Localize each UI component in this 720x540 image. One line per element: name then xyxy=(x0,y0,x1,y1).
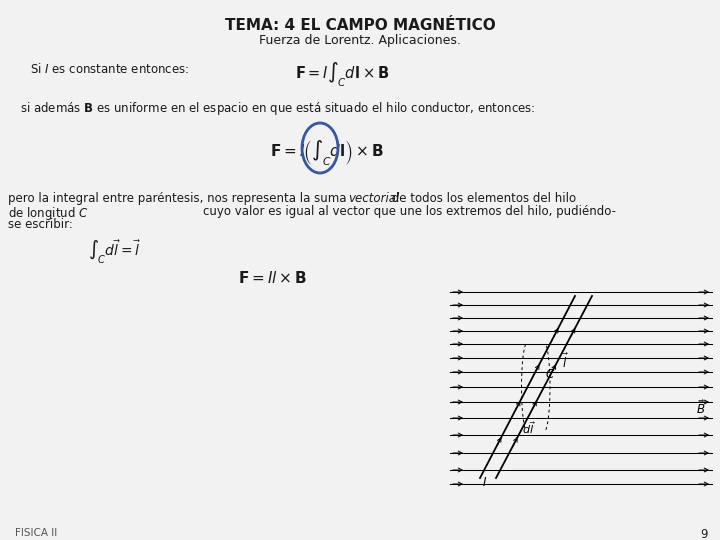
Text: $\mathbf{F} = Il \times \mathbf{B}$: $\mathbf{F} = Il \times \mathbf{B}$ xyxy=(238,270,307,286)
Text: $\vec{B}$: $\vec{B}$ xyxy=(696,400,706,416)
Text: $\mathbf{F} = I\int_C d\mathbf{l} \times \mathbf{B}$: $\mathbf{F} = I\int_C d\mathbf{l} \times… xyxy=(295,60,390,89)
Text: de todos los elementos del hilo: de todos los elementos del hilo xyxy=(388,192,576,205)
Text: $\int_C d\vec{l} = \vec{l}$: $\int_C d\vec{l} = \vec{l}$ xyxy=(88,238,142,266)
Text: $I$: $I$ xyxy=(482,476,487,489)
Text: FISICA II: FISICA II xyxy=(15,528,58,538)
Text: $\vec{l}$: $\vec{l}$ xyxy=(562,353,570,371)
Text: se escribir:: se escribir: xyxy=(8,218,73,231)
Text: Si $I$ es constante entonces:: Si $I$ es constante entonces: xyxy=(30,62,189,76)
Text: TEMA: 4 EL CAMPO MAGNÉTICO: TEMA: 4 EL CAMPO MAGNÉTICO xyxy=(225,18,495,33)
Text: de longitud $C$: de longitud $C$ xyxy=(8,205,89,222)
Text: $d\vec{l}$: $d\vec{l}$ xyxy=(522,420,536,436)
Text: $\mathbf{F} = I\left(\int_C d\mathbf{l}\right) \times \mathbf{B}$: $\mathbf{F} = I\left(\int_C d\mathbf{l}\… xyxy=(270,138,384,167)
Text: si además $\mathbf{B}$ es uniforme en el espacio en que está situado el hilo con: si además $\mathbf{B}$ es uniforme en el… xyxy=(20,100,536,117)
Text: 9: 9 xyxy=(701,528,708,540)
Text: cuyo valor es igual al vector que une los extremos del hilo, pudiéndo-: cuyo valor es igual al vector que une lo… xyxy=(203,205,616,218)
Text: $C$: $C$ xyxy=(545,368,555,381)
Text: Fuerza de Lorentz. Aplicaciones.: Fuerza de Lorentz. Aplicaciones. xyxy=(259,34,461,47)
Text: pero la integral entre paréntesis, nos representa la suma: pero la integral entre paréntesis, nos r… xyxy=(8,192,350,205)
Text: vectorial: vectorial xyxy=(348,192,400,205)
